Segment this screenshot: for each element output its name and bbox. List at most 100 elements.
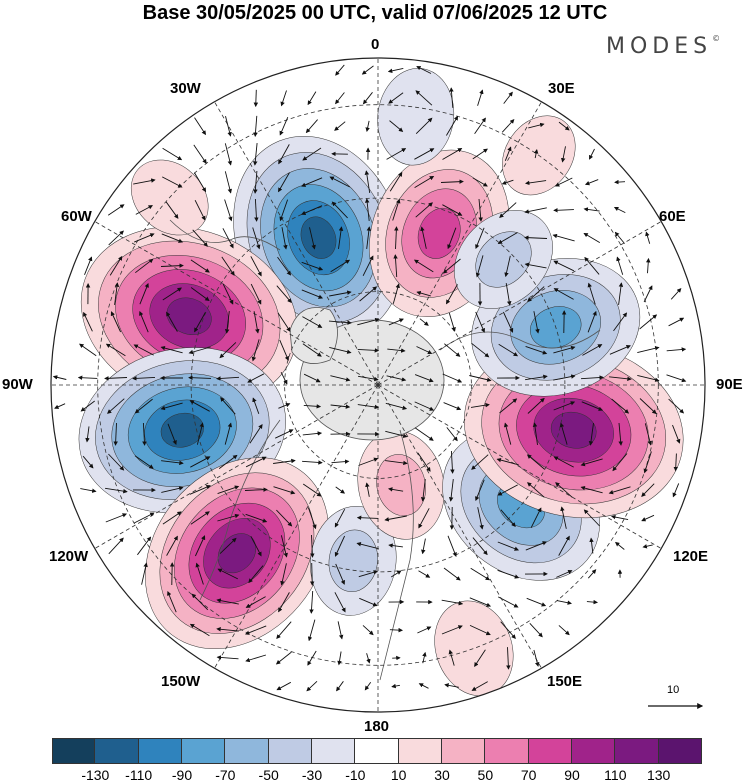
wind-vector-arrow [216, 376, 240, 381]
wind-vector-arrow [253, 170, 258, 194]
wind-vector-arrow [443, 567, 461, 581]
wind-vector-arrow [275, 651, 292, 665]
wind-vector-arrow [302, 316, 323, 328]
wind-vector-arrow [217, 485, 240, 495]
wind-vector-arrow [165, 201, 179, 219]
wind-vector-arrow [364, 681, 372, 691]
wind-vector-arrow [161, 176, 183, 188]
wind-vector-arrow [385, 460, 408, 466]
wind-vector-arrow [556, 569, 573, 578]
wind-vector-arrow [334, 121, 346, 131]
wind-vector-arrow [162, 147, 183, 161]
wind-vector-arrow [134, 233, 155, 243]
wind-vector-arrow [80, 400, 95, 412]
wind-vector-arrow [611, 514, 629, 521]
anomaly-contour [166, 297, 212, 336]
wind-vector-arrow [415, 117, 433, 135]
modes-logo: MODES© [606, 34, 720, 59]
wind-vector-arrow [252, 227, 261, 250]
wind-vector-arrow [588, 423, 594, 446]
wind-vector-arrow [161, 460, 184, 466]
wind-vector-arrow [364, 170, 371, 193]
wind-vector-arrow [108, 230, 124, 246]
colorbar-tick-label: -10 [345, 767, 366, 783]
wind-vector-arrow [527, 286, 545, 303]
wind-vector-arrow [533, 649, 540, 667]
lon-label-120e: 120E [673, 548, 709, 565]
wind-vector-arrow [525, 374, 548, 381]
wind-vector-arrow [305, 119, 318, 134]
wind-vector-arrow [330, 375, 351, 382]
wind-vector-arrow [253, 115, 258, 137]
wind-vector-arrow [195, 562, 204, 585]
wind-vector-arrow [133, 178, 156, 185]
colorbar-cell [441, 738, 486, 764]
wind-vector-arrow [475, 311, 485, 333]
wind-vector-arrow [190, 511, 210, 525]
wind-vector-arrow [302, 343, 322, 357]
wind-vector-arrow [253, 311, 260, 334]
wind-vector-arrow [532, 422, 538, 445]
wind-vector-arrow [443, 402, 462, 411]
wind-vector-arrow [301, 261, 324, 271]
wind-vector-arrow [278, 144, 290, 165]
wind-vector-arrow [448, 649, 455, 666]
wind-vector-arrow [167, 423, 177, 446]
wind-vector-arrow [389, 627, 403, 633]
wind-vector-arrow [329, 290, 352, 297]
wind-vector-arrow [442, 373, 463, 383]
wind-vector-arrow [554, 177, 573, 187]
wind-vector-arrow [166, 311, 178, 332]
wind-vector-arrow [475, 479, 485, 502]
wind-vector-arrow [560, 506, 567, 529]
wind-vector-arrow [533, 311, 540, 334]
wind-vector-arrow [276, 681, 292, 691]
meridian-line [377, 101, 542, 386]
wind-vector-arrow [218, 454, 238, 469]
wind-vector-arrow [673, 453, 679, 472]
wind-vector-arrow [553, 345, 576, 354]
meridian-line [377, 221, 662, 386]
colorbar-tick-label: 50 [477, 767, 494, 783]
wind-vector-arrow [278, 172, 290, 193]
wind-vector-arrow [189, 400, 210, 412]
wind-vector-arrow [224, 143, 233, 166]
wind-vector-arrow [279, 339, 289, 361]
wind-vector-arrow [280, 371, 288, 385]
wind-vector-arrow [414, 175, 435, 188]
wind-vector-arrow [83, 311, 93, 332]
map-boundary [50, 57, 706, 713]
wind-vector-arrow [335, 486, 346, 494]
wind-vector-arrow [474, 117, 486, 135]
colorbar-cell [95, 738, 139, 764]
graticule [51, 58, 705, 712]
wind-vector-arrow [470, 567, 491, 581]
wind-vector-arrow [162, 287, 182, 301]
meridian-line [94, 221, 379, 386]
wind-vector-arrow [418, 683, 429, 689]
wind-vector-arrow [415, 202, 433, 218]
wind-vector-arrow [558, 625, 570, 636]
wind-vector-arrow [280, 535, 288, 558]
wind-vector-arrow [414, 148, 435, 160]
wind-vector-arrow [499, 202, 517, 219]
wind-vector-arrow [583, 509, 600, 527]
wind-vector-arrow [447, 227, 457, 250]
wind-vector-arrow [189, 485, 211, 495]
wind-vector-arrow [358, 457, 379, 466]
wind-vector-arrow [278, 592, 290, 613]
wind-vector-arrow [366, 226, 372, 249]
colorbar-cell [268, 738, 312, 764]
wind-vector-arrow [525, 541, 548, 551]
wind-vector-arrow [449, 87, 454, 108]
wind-vector-arrow [80, 488, 97, 493]
wind-vector-arrow [394, 226, 399, 250]
anomaly-contour [550, 411, 597, 449]
wind-vector-arrow [253, 143, 258, 166]
colorbar-cell [311, 738, 356, 764]
wind-vector-arrow [639, 398, 657, 415]
logo-copyright-mark: © [712, 34, 721, 43]
wind-vector-arrow [472, 177, 488, 187]
wind-vector-arrow [555, 482, 573, 498]
wind-vector-arrow [79, 343, 97, 357]
